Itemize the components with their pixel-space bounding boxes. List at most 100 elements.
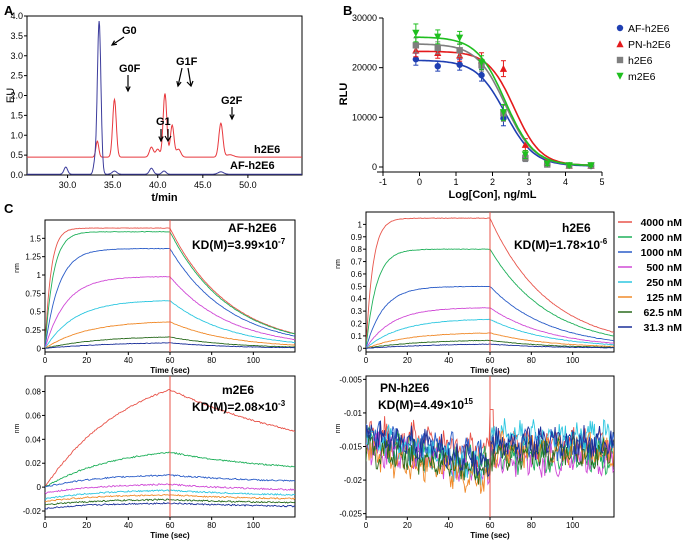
x-axis-label: Time (sec) — [150, 366, 190, 375]
y-tick-label: -0.01 — [344, 409, 363, 418]
y-tick-label: 1 — [37, 271, 42, 280]
x-tick-label: 40.0 — [149, 180, 167, 190]
x-tick-label: 80 — [207, 356, 216, 365]
y-axis-label: RLU — [338, 83, 350, 106]
data-point — [521, 140, 529, 148]
h2e6-trace — [27, 93, 302, 158]
y-tick-label: 30000 — [352, 13, 377, 23]
legend-label: 31.3 nM — [643, 322, 682, 334]
kd-mantissa: KD(M)=3.99 — [192, 238, 258, 252]
x-tick-label: 3 — [526, 177, 531, 187]
legend-label: 4000 nM — [641, 217, 683, 229]
y-tick-label: 0.0 — [10, 170, 23, 180]
x-tick-label: 40 — [444, 521, 453, 530]
y-tick-label: -0.015 — [339, 443, 362, 452]
peak-label: G0 — [122, 25, 137, 37]
kd-exponent: 15 — [464, 397, 473, 406]
legend-marker — [616, 24, 624, 32]
peak-label: G1 — [156, 116, 171, 128]
y-tick-label: 4.0 — [10, 11, 23, 21]
kd-times-ten: ×10 — [258, 400, 279, 414]
x-tick-label: 1 — [453, 177, 458, 187]
y-tick-label: 0.06 — [25, 411, 41, 420]
y-tick-label: 2.0 — [10, 91, 23, 101]
sample-title: PN-h2E6 — [380, 381, 430, 395]
peak-label: G2F — [221, 95, 243, 107]
peak-arrow — [187, 67, 192, 87]
legend-label: 250 nM — [646, 277, 682, 289]
peak-arrow — [111, 36, 125, 46]
x-axis-label: Time (sec) — [470, 366, 510, 375]
y-tick-label: 0.4 — [351, 295, 363, 304]
x-tick-label: 2 — [490, 177, 495, 187]
concentration-legend: 4000 nM 2000 nM 1000 nM 500 nM 250 nM 125 nM 6… — [618, 217, 682, 334]
kd-exponent: -7 — [278, 237, 286, 246]
trace-label-af-h2e6: AF-h2E6 — [230, 160, 275, 172]
sample-title: AF-h2E6 — [228, 221, 277, 235]
y-tick-label: 3.5 — [10, 31, 23, 41]
data-point — [434, 44, 441, 51]
y-axis-label: nm — [14, 423, 21, 433]
y-axis-label: nm — [335, 423, 342, 433]
data-point — [565, 162, 573, 170]
y-tick-label: 0.04 — [25, 435, 41, 444]
y-tick-label: 0.25 — [25, 326, 41, 335]
x-tick-label: 50.0 — [239, 180, 257, 190]
x-tick-label: 100 — [566, 521, 580, 530]
x-tick-label: 20 — [403, 356, 412, 365]
data-point — [456, 34, 464, 42]
peak-arrow-head — [176, 80, 182, 88]
legend-marker — [616, 72, 624, 80]
x-tick-label: 60 — [486, 521, 495, 530]
y-axis-label: nm — [14, 263, 21, 273]
x-tick-label: 40 — [124, 356, 133, 365]
y-tick-label: 0.1 — [351, 332, 363, 341]
y-tick-label: 1.25 — [25, 253, 41, 262]
kd-mantissa: KD(M)=4.49 — [378, 398, 444, 412]
x-tick-label: 100 — [247, 521, 261, 530]
y-tick-label: 20000 — [352, 63, 377, 73]
legend-label: 500 nM — [646, 262, 682, 274]
data-point — [477, 59, 486, 67]
kd-exponent: -3 — [278, 399, 286, 408]
data-point — [434, 62, 441, 70]
legend-label: AF-h2E6 — [628, 23, 670, 35]
peak-arrow-head — [164, 135, 172, 143]
af-h2e6-trace — [27, 21, 302, 175]
peak-label: G1F — [176, 56, 198, 68]
sample-title: h2E6 — [562, 221, 591, 235]
y-axis-label: EU — [5, 88, 17, 103]
legend-label: m2E6 — [628, 71, 656, 83]
kd-mantissa: KD(M)=1.78 — [514, 238, 580, 252]
x-tick-label: 80 — [527, 521, 536, 530]
x-axis-label: Time (sec) — [150, 531, 190, 540]
y-tick-label: -0.02 — [344, 476, 363, 485]
x-tick-label: 20 — [82, 521, 91, 530]
y-tick-label: -0.02 — [23, 507, 42, 516]
y-tick-label: 1 — [358, 220, 363, 229]
x-tick-label: -1 — [379, 177, 387, 187]
peak-arrow-head — [125, 86, 131, 93]
x-tick-label: 35.0 — [104, 180, 122, 190]
sample-title: m2E6 — [222, 383, 254, 397]
y-tick-label: 1.5 — [30, 234, 42, 243]
x-tick-label: 40 — [124, 521, 133, 530]
y-tick-label: 0 — [372, 162, 377, 172]
x-tick-label: 45.0 — [194, 180, 212, 190]
kd-times-ten: ×10 — [444, 398, 465, 412]
y-tick-label: 1.0 — [10, 130, 23, 140]
data-point — [434, 33, 442, 41]
x-tick-label: 80 — [207, 521, 216, 530]
x-tick-label: 20 — [403, 521, 412, 530]
fit-curve — [414, 36, 593, 166]
peak-arrow-head — [110, 40, 118, 46]
x-tick-label: 0 — [43, 356, 48, 365]
legend-label: h2E6 — [628, 55, 653, 67]
data-point — [543, 160, 551, 168]
y-tick-label: 0.8 — [351, 245, 363, 254]
y-tick-label: 1.5 — [10, 110, 23, 120]
kd-mantissa: KD(M)=2.08 — [192, 400, 258, 414]
kd-times-ten: ×10 — [580, 238, 601, 252]
y-tick-label: 10000 — [352, 112, 377, 122]
